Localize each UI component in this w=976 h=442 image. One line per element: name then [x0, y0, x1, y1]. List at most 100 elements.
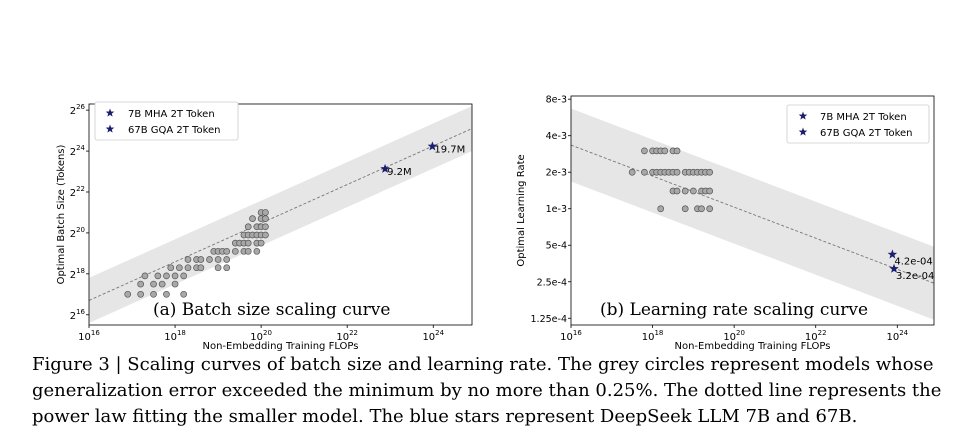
legend-box — [786, 104, 930, 144]
grey-point — [180, 290, 188, 298]
x-tick-label: 1024 — [886, 329, 908, 343]
grey-point — [628, 168, 636, 176]
x-tick-label: 1022 — [805, 329, 827, 343]
grey-point — [641, 147, 648, 155]
grey-point — [197, 256, 205, 263]
legend-entry: 7B MHA 2T Token — [128, 109, 215, 120]
grey-point — [214, 256, 222, 263]
grey-point — [176, 264, 183, 272]
confidence-band — [571, 108, 934, 320]
grey-point — [641, 168, 648, 176]
batch-size-chart: 9.2M 19.7M 1016 1018 1020 1022 1024 216 218 220 22… — [56, 101, 473, 352]
legend-star-icon — [105, 108, 115, 117]
grey-point — [206, 256, 213, 263]
y-tick-label: 2e-3 — [546, 168, 567, 179]
grey-point — [163, 272, 170, 280]
grey-point — [262, 209, 269, 216]
grey-point — [231, 247, 239, 255]
confidence-band — [89, 106, 472, 323]
grey-point — [657, 205, 665, 213]
y-tick-label: 4e-3 — [546, 131, 567, 142]
grey-point — [706, 205, 714, 213]
star-marker — [427, 141, 438, 151]
plot-area — [89, 106, 472, 323]
x-tick-label: 1018 — [642, 329, 664, 343]
grey-point — [249, 215, 256, 222]
grey-point — [673, 187, 681, 195]
legend-entry: 7B MHA 2T Token — [820, 112, 907, 123]
grey-point — [137, 290, 144, 298]
grey-point — [214, 264, 222, 272]
grey-point — [223, 247, 231, 255]
legend: 7B MHA 2T Token 67B GQA 2T Token — [786, 104, 930, 144]
grey-point — [223, 256, 231, 263]
star-label: 9.2M — [387, 167, 412, 178]
y-tick-label: 2.5e-4 — [537, 277, 567, 288]
grey-point — [253, 247, 261, 255]
grey-point — [150, 280, 157, 288]
y-tick-label: 220 — [70, 226, 85, 240]
grey-point — [706, 168, 714, 176]
star-marker — [889, 263, 899, 273]
x-tick-label: 1024 — [422, 329, 444, 343]
y-tick-label: 226 — [70, 103, 86, 117]
legend-entry: 67B GQA 2T Token — [128, 125, 221, 136]
x-tick-label: 1020 — [250, 329, 272, 343]
grey-point — [262, 231, 269, 239]
grey-point — [673, 168, 681, 176]
grey-point — [257, 239, 265, 247]
grey-point — [184, 256, 192, 263]
grey-point — [698, 205, 705, 213]
y-tick-label: 5e-4 — [546, 241, 567, 252]
star-label: 19.7M — [434, 144, 465, 155]
grey-point — [171, 272, 179, 280]
y-tick-label: 1.25e-4 — [531, 314, 567, 325]
grey-point — [244, 239, 252, 247]
plot-area — [571, 108, 934, 320]
grey-point — [197, 264, 205, 272]
x-axis-label: Non-Embedding Training FLOPs — [675, 341, 831, 352]
grey-point — [184, 264, 192, 272]
x-tick-label: 1020 — [723, 329, 745, 343]
axes-frame — [88, 103, 473, 326]
grey-point — [661, 147, 669, 155]
legend-star-icon — [798, 111, 808, 120]
y-axis-label: Optimal Learning Rate — [516, 154, 527, 266]
star-label: 4.2e-04 — [894, 256, 932, 267]
y-axis-label: Optimal Batch Size (Tokens) — [56, 144, 67, 284]
legend-star-icon — [798, 127, 808, 136]
grey-point — [262, 223, 269, 231]
subcaption-b: (b) Learning rate scaling curve — [600, 300, 869, 320]
axes-frame — [570, 95, 935, 326]
grey-point — [706, 187, 714, 195]
y-tick-label: 222 — [70, 185, 85, 199]
subcaption-a: (a) Batch size scaling curve — [153, 300, 391, 320]
grey-point — [681, 187, 689, 195]
grey-point — [141, 272, 149, 280]
legend-entry: 67B GQA 2T Token — [820, 128, 913, 139]
y-tick-label: 216 — [70, 308, 86, 322]
y-tick-label: 1e-3 — [546, 204, 567, 215]
star-marker — [887, 249, 898, 259]
y-tick-label: 224 — [70, 144, 86, 158]
legend: 7B MHA 2T Token 67B GQA 2T Token — [94, 101, 239, 141]
grey-point — [163, 290, 170, 298]
y-tick-label: 218 — [70, 267, 85, 281]
grey-point — [167, 264, 175, 272]
figure-caption: Figure 3 | Scaling curves of batch size … — [32, 354, 942, 427]
grey-point — [171, 280, 179, 288]
grey-point — [223, 264, 231, 272]
star-label: 3.2e-04 — [896, 271, 934, 282]
y-tick-label: 8e-3 — [546, 95, 567, 106]
legend-star-icon — [105, 124, 115, 133]
grey-point — [690, 187, 697, 195]
x-tick-label: 1022 — [336, 329, 358, 343]
grey-point — [158, 280, 166, 288]
grey-point — [244, 223, 252, 231]
grey-point — [150, 290, 157, 298]
grey-point — [137, 280, 144, 288]
grey-point — [124, 290, 132, 298]
grey-point — [673, 147, 681, 155]
grey-point — [681, 205, 689, 213]
